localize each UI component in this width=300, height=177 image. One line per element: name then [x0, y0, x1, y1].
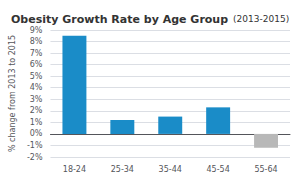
svg-text:2%: 2%: [30, 106, 43, 115]
svg-text:8%: 8%: [30, 37, 43, 46]
svg-text:55-64: 55-64: [254, 165, 277, 174]
svg-text:7%: 7%: [30, 49, 43, 58]
svg-text:9%: 9%: [30, 26, 43, 35]
svg-text:1%: 1%: [30, 118, 43, 127]
svg-text:% change from 2013 to 2015: % change from 2013 to 2015: [8, 35, 17, 152]
svg-text:25-34: 25-34: [111, 165, 134, 174]
svg-text:5%: 5%: [30, 72, 43, 81]
svg-text:-2%: -2%: [27, 153, 43, 162]
svg-text:35-44: 35-44: [159, 165, 182, 174]
svg-text:18-24: 18-24: [63, 165, 86, 174]
svg-text:45-54: 45-54: [207, 165, 230, 174]
svg-text:6%: 6%: [30, 60, 43, 69]
svg-text:(2013-2015): (2013-2015): [233, 14, 289, 24]
svg-text:4%: 4%: [30, 83, 43, 92]
svg-text:3%: 3%: [30, 95, 43, 104]
svg-text:Obesity Growth Rate by Age Gro: Obesity Growth Rate by Age Group: [11, 13, 228, 26]
svg-text:-1%: -1%: [27, 141, 43, 150]
svg-text:0%: 0%: [30, 129, 43, 138]
